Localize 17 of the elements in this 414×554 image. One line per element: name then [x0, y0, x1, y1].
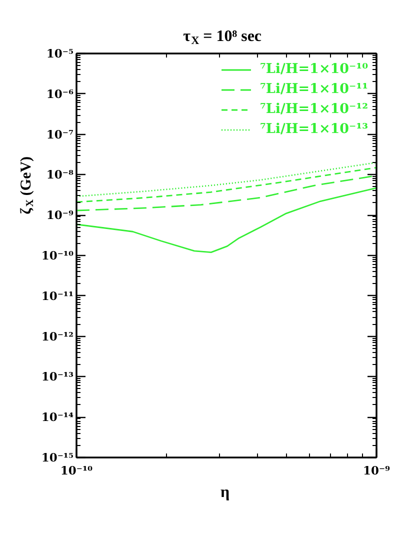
y-tick-label: 10⁻⁹ [46, 208, 74, 222]
y-tick-label: 10⁻⁵ [46, 46, 74, 60]
y-axis-title: ζX (GeV) [18, 156, 36, 214]
y-tick-label: 10⁻¹⁵ [41, 450, 74, 464]
legend-label: ⁷Li/H=1×10⁻¹³ [260, 121, 368, 137]
y-tick-label: 10⁻¹⁰ [41, 248, 74, 262]
x-axis-title: η [220, 484, 230, 501]
y-tick-label: 10⁻⁷ [46, 127, 74, 142]
y-tick-label: 10⁻⁶ [46, 86, 74, 101]
y-tick-label: 10⁻¹³ [41, 370, 74, 384]
y-tick-label: 10⁻⁸ [46, 168, 74, 182]
legend-label: ⁷Li/H=1×10⁻¹² [260, 101, 368, 117]
y-tick-label: 10⁻¹¹ [41, 288, 74, 303]
y-tick-label: 10⁻¹⁴ [41, 410, 74, 424]
legend-label: ⁷Li/H=1×10⁻¹⁰ [260, 61, 368, 77]
legend-label: ⁷Li/H=1×10⁻¹¹ [260, 81, 368, 97]
y-tick-label: 10⁻¹² [41, 329, 74, 344]
